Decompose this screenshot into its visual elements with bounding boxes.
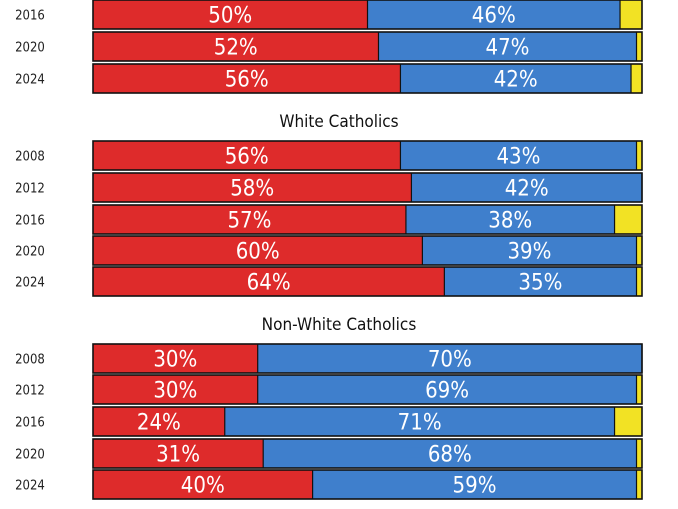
republican-value-label: 60%	[236, 240, 280, 265]
year-label: 2020	[15, 41, 45, 56]
year-label: 2024	[15, 479, 45, 494]
democrat-bar	[405, 205, 615, 234]
republican-value-label: 64%	[247, 271, 291, 296]
other-bar	[631, 64, 642, 93]
republican-bar	[93, 267, 445, 296]
republican-value-label: 56%	[225, 145, 269, 170]
other-bar	[636, 236, 642, 265]
year-label: 2016	[15, 416, 45, 431]
bar-outline	[92, 204, 643, 235]
bar-outline	[92, 140, 643, 171]
democrat-value-label: 43%	[496, 145, 540, 170]
republican-bar	[93, 344, 258, 373]
democrat-bar	[378, 32, 637, 61]
republican-bar	[93, 32, 379, 61]
republican-bar	[93, 205, 406, 234]
democrat-bar	[263, 439, 637, 468]
year-label: 2008	[15, 353, 45, 368]
democrat-bar	[224, 407, 615, 436]
bar-outline	[92, 343, 643, 374]
year-label: 2016	[15, 214, 45, 229]
democrat-bar	[400, 64, 632, 93]
bar-outline	[92, 172, 643, 203]
other-bar	[636, 141, 642, 170]
other-bar	[636, 375, 642, 404]
bar-outline	[92, 438, 643, 469]
republican-bar	[93, 407, 225, 436]
democrat-value-label: 70%	[428, 348, 472, 373]
republican-bar	[93, 375, 258, 404]
year-label: 2008	[15, 150, 45, 165]
bar-outline	[92, 469, 643, 500]
republican-bar	[93, 173, 412, 202]
republican-value-label: 31%	[156, 443, 200, 468]
republican-value-label: 24%	[137, 411, 181, 436]
bar-outline	[92, 266, 643, 297]
group-title: White Catholics	[279, 112, 398, 132]
democrat-value-label: 38%	[488, 209, 532, 234]
other-bar	[614, 205, 642, 234]
democrat-value-label: 71%	[398, 411, 442, 436]
democrat-value-label: 39%	[507, 240, 551, 265]
republican-bar	[93, 141, 401, 170]
democrat-value-label: 69%	[425, 379, 469, 404]
republican-value-label: 58%	[230, 177, 274, 202]
year-label: 2020	[15, 448, 45, 463]
democrat-value-label: 35%	[518, 271, 562, 296]
year-label: 2020	[15, 245, 45, 260]
democrat-bar	[422, 236, 637, 265]
democrat-value-label: 47%	[485, 36, 529, 61]
other-bar	[636, 267, 642, 296]
republican-value-label: 40%	[181, 474, 225, 499]
democrat-bar	[312, 470, 637, 499]
democrat-bar	[257, 375, 637, 404]
democrat-bar	[367, 0, 621, 29]
year-label: 2024	[15, 73, 45, 88]
republican-bar	[93, 64, 401, 93]
democrat-value-label: 42%	[505, 177, 549, 202]
bar-outline	[92, 0, 643, 30]
other-bar	[620, 0, 642, 29]
other-bar	[636, 439, 642, 468]
democrat-value-label: 46%	[472, 4, 516, 29]
other-bar	[614, 407, 642, 436]
democrat-bar	[411, 173, 642, 202]
democrat-value-label: 59%	[453, 474, 497, 499]
republican-value-label: 30%	[153, 379, 197, 404]
democrat-value-label: 68%	[428, 443, 472, 468]
bar-outline	[92, 235, 643, 266]
democrat-bar	[400, 141, 637, 170]
year-label: 2012	[15, 384, 45, 399]
year-label: 2016	[15, 9, 45, 24]
other-bar	[636, 470, 642, 499]
republican-bar	[93, 0, 368, 29]
bar-outline	[92, 374, 643, 405]
democrat-bar	[257, 344, 642, 373]
other-bar	[636, 32, 642, 61]
bar-outline	[92, 63, 643, 94]
republican-bar	[93, 236, 423, 265]
republican-value-label: 52%	[214, 36, 258, 61]
year-label: 2024	[15, 276, 45, 291]
republican-value-label: 50%	[208, 4, 252, 29]
bar-outline	[92, 406, 643, 437]
year-label: 2012	[15, 182, 45, 197]
democrat-bar	[444, 267, 637, 296]
democrat-value-label: 42%	[494, 68, 538, 93]
republican-bar	[93, 470, 313, 499]
bar-outline	[92, 31, 643, 62]
republican-bar	[93, 439, 264, 468]
republican-value-label: 30%	[153, 348, 197, 373]
republican-value-label: 57%	[227, 209, 271, 234]
republican-value-label: 56%	[225, 68, 269, 93]
group-title: Non-White Catholics	[262, 315, 417, 335]
